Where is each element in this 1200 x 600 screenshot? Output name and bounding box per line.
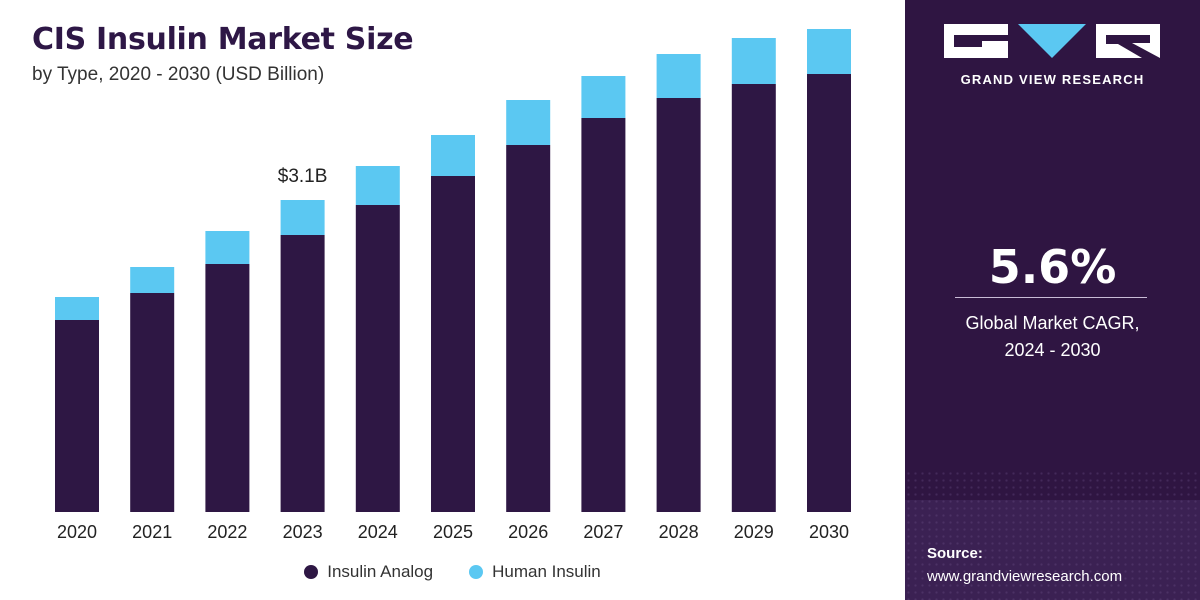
x-tick-label-2022: 2022 — [207, 522, 247, 542]
bar-insulin-analog-2022 — [205, 264, 250, 512]
x-tick-label-2024: 2024 — [358, 522, 398, 542]
x-tick-label-2030: 2030 — [809, 522, 849, 542]
cagr-label-line2: 2024 - 2030 — [1004, 340, 1101, 360]
bar-insulin-analog-2021 — [130, 293, 175, 512]
bar-insulin-analog-2020 — [55, 320, 99, 512]
info-sidebar: GRAND VIEW RESEARCH 5.6% Global Market C… — [905, 0, 1200, 600]
bar-insulin-analog-2026 — [506, 145, 551, 512]
x-tick-label-2021: 2021 — [132, 522, 172, 542]
bar-human-insulin-2028 — [656, 54, 701, 98]
data-label-2023: $3.1B — [278, 166, 328, 187]
x-tick-label-2025: 2025 — [433, 522, 473, 542]
dot-pattern — [905, 470, 1200, 600]
bar-human-insulin-2023 — [280, 200, 325, 235]
source-label: Source: — [927, 545, 983, 562]
legend-swatch-insulin-analog — [304, 565, 319, 579]
bar-insulin-analog-2028 — [656, 98, 701, 512]
x-tick-label-2029: 2029 — [734, 522, 774, 542]
chart-subtitle: by Type, 2020 - 2030 (USD Billion) — [32, 64, 325, 85]
cagr-label: Global Market CAGR, 2024 - 2030 — [905, 310, 1200, 364]
bar-human-insulin-2021 — [130, 267, 175, 293]
brand-name: GRAND VIEW RESEARCH — [960, 72, 1145, 87]
legend-item-insulin-analog: Insulin Analog — [304, 562, 433, 582]
cagr-divider — [955, 297, 1147, 298]
bar-insulin-analog-2024 — [355, 205, 400, 512]
bar-chart: 2020 2021 2022 2023 $3.1B 2024 2025 2026 2027 202… — [55, 29, 851, 542]
bar-human-insulin-2022 — [205, 231, 250, 264]
bar-human-insulin-2030 — [807, 29, 851, 74]
bar-insulin-analog-2023 — [280, 235, 325, 512]
legend-label-human-insulin: Human Insulin — [492, 562, 601, 581]
sidebar-footer-band — [905, 500, 1200, 600]
bar-human-insulin-2027 — [581, 76, 626, 118]
x-tick-label-2023: 2023 — [283, 522, 323, 542]
bar-insulin-analog-2029 — [731, 84, 776, 512]
gvr-logo-icon — [944, 24, 1160, 58]
x-tick-label-2028: 2028 — [659, 522, 699, 542]
cagr-label-line1: Global Market CAGR, — [965, 313, 1140, 333]
chart-title: CIS Insulin Market Size — [32, 22, 414, 57]
x-tick-label-2027: 2027 — [583, 522, 623, 542]
legend-swatch-human-insulin — [469, 565, 484, 579]
bar-human-insulin-2024 — [355, 166, 400, 205]
bar-human-insulin-2025 — [431, 135, 475, 176]
bar-insulin-analog-2030 — [807, 74, 851, 512]
x-tick-label-2020: 2020 — [57, 522, 97, 542]
cagr-value: 5.6% — [988, 240, 1117, 294]
source-link[interactable]: www.grandviewresearch.com — [927, 568, 1123, 585]
x-tick-label-2026: 2026 — [508, 522, 548, 542]
bar-human-insulin-2020 — [55, 297, 99, 320]
chart-legend: Insulin Analog Human Insulin — [0, 562, 905, 582]
legend-label-insulin-analog: Insulin Analog — [327, 562, 434, 581]
bar-insulin-analog-2027 — [581, 118, 626, 512]
bar-human-insulin-2026 — [506, 100, 551, 145]
bar-human-insulin-2029 — [731, 38, 776, 84]
bar-insulin-analog-2025 — [431, 176, 475, 512]
legend-item-human-insulin: Human Insulin — [469, 562, 601, 582]
chart-panel: CIS Insulin Market Size by Type, 2020 - … — [0, 22, 905, 582]
